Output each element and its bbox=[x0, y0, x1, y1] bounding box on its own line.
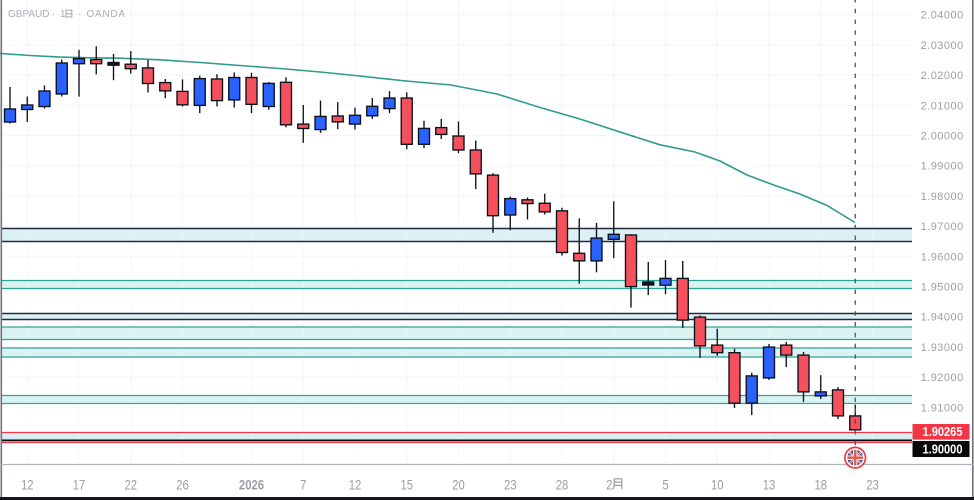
svg-text:1.93000: 1.93000 bbox=[921, 342, 964, 354]
svg-text:15: 15 bbox=[400, 477, 413, 493]
svg-text:1.97000: 1.97000 bbox=[921, 221, 964, 233]
svg-text:1.94000: 1.94000 bbox=[921, 312, 964, 324]
svg-text:12: 12 bbox=[21, 477, 34, 493]
svg-text:2.01000: 2.01000 bbox=[921, 100, 964, 112]
svg-text:28: 28 bbox=[556, 477, 569, 493]
svg-text:20: 20 bbox=[452, 477, 465, 493]
svg-text:1.99000: 1.99000 bbox=[921, 161, 964, 173]
svg-text:1: 1 bbox=[60, 9, 66, 20]
svg-text:1.96000: 1.96000 bbox=[921, 251, 964, 263]
svg-text:OANDA: OANDA bbox=[87, 9, 126, 20]
svg-text:13: 13 bbox=[763, 477, 776, 493]
svg-text:2.04000: 2.04000 bbox=[921, 10, 964, 22]
svg-text:26: 26 bbox=[176, 477, 189, 493]
svg-text:·: · bbox=[78, 9, 81, 20]
svg-text:18: 18 bbox=[814, 477, 827, 493]
svg-text:·: · bbox=[52, 9, 55, 20]
svg-text:10: 10 bbox=[711, 477, 724, 493]
svg-text:1.92000: 1.92000 bbox=[921, 372, 964, 384]
svg-text:1.98000: 1.98000 bbox=[921, 191, 964, 203]
svg-text:5: 5 bbox=[662, 477, 668, 493]
svg-text:2.00000: 2.00000 bbox=[921, 131, 964, 143]
svg-text:12: 12 bbox=[349, 477, 362, 493]
svg-text:7: 7 bbox=[300, 477, 306, 493]
svg-text:1.95000: 1.95000 bbox=[921, 282, 964, 294]
svg-text:GBPAUD: GBPAUD bbox=[8, 9, 50, 20]
svg-text:17: 17 bbox=[73, 477, 86, 493]
svg-text:1.91000: 1.91000 bbox=[921, 402, 964, 414]
svg-text:2.02000: 2.02000 bbox=[921, 70, 964, 82]
svg-text:2: 2 bbox=[606, 477, 612, 493]
svg-text:23: 23 bbox=[866, 477, 879, 493]
svg-text:2.03000: 2.03000 bbox=[921, 40, 964, 52]
svg-text:2026: 2026 bbox=[239, 477, 264, 493]
svg-text:1.90265: 1.90265 bbox=[923, 424, 963, 439]
svg-text:22: 22 bbox=[124, 477, 137, 493]
svg-text:1.90000: 1.90000 bbox=[923, 442, 963, 457]
svg-text:23: 23 bbox=[504, 477, 517, 493]
